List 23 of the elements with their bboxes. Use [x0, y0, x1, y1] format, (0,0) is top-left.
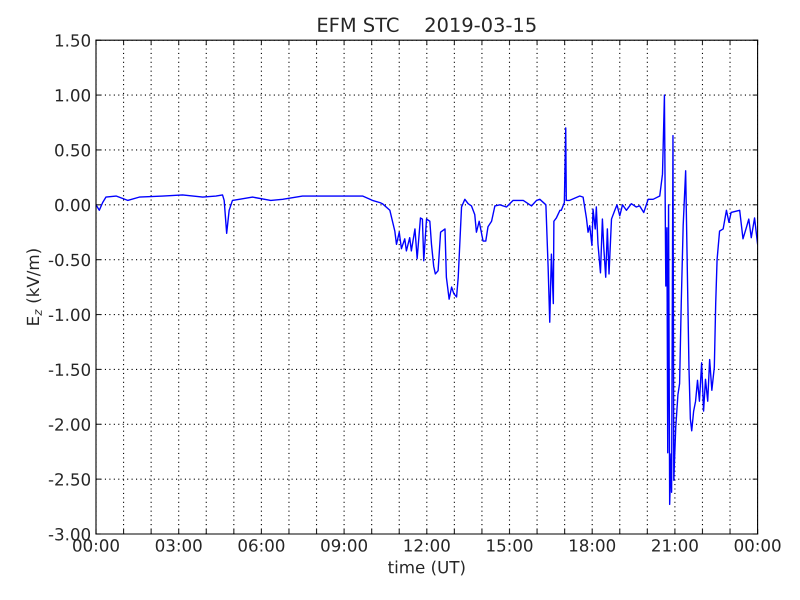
y-tick-label: 1.50	[56, 34, 90, 47]
y-tick-label: -1.50	[48, 363, 90, 376]
x-tick-label: 09:00	[321, 539, 368, 552]
y-tick-label: 0.50	[55, 144, 90, 156]
x-tick-label: 00:00	[73, 539, 119, 552]
y-tick-label: -0.50	[48, 254, 90, 266]
y-tick-label: -2.50	[48, 473, 90, 486]
y-axis-title: E$_{z}$ (kV/m)	[26, 249, 42, 325]
x-tick-label: 06:00	[238, 539, 284, 552]
y-tick-label: 1.00	[56, 89, 90, 102]
x-tick-label: 18:00	[570, 539, 616, 552]
x-tick-label: 03:00	[156, 539, 202, 552]
x-axis-title: time (UT)	[388, 560, 465, 576]
x-tick-label: 12:00	[404, 539, 450, 552]
x-tick-label: 15:00	[487, 539, 532, 552]
y-tick-label: -2.00	[48, 418, 90, 431]
y-tick-label: -3.00	[48, 528, 90, 541]
x-tick-label: 21:00	[652, 539, 698, 552]
y-tick-label: -1.00	[48, 308, 90, 322]
line-series	[96, 94, 758, 506]
x-tick-label: 00:00	[734, 539, 781, 552]
y-tick-label: 0.00	[55, 198, 90, 212]
chart-title: EFM STC 2019-03-15	[318, 17, 536, 32]
